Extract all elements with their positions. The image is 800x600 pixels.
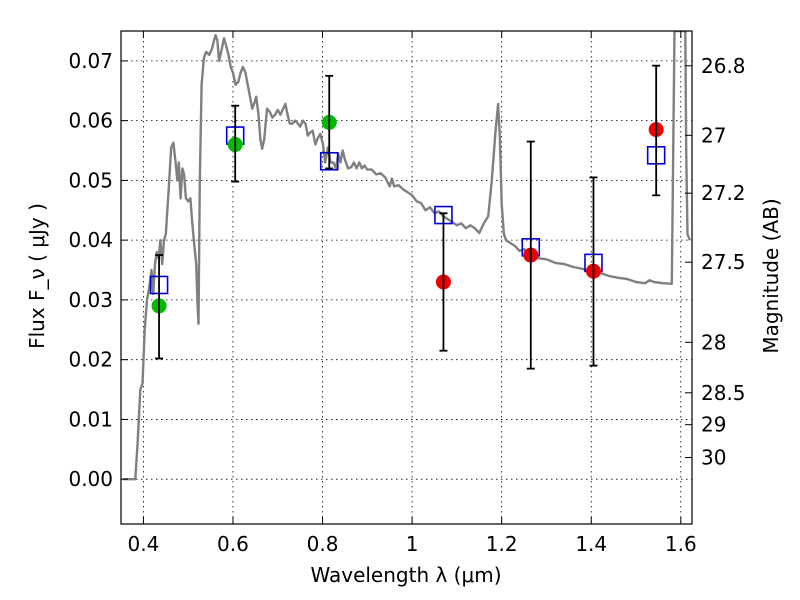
x-tick-label: 0.4 xyxy=(127,532,159,556)
axis-ticks xyxy=(121,31,692,524)
model-spectrum-line xyxy=(123,31,691,481)
y-tick-label: 0.02 xyxy=(68,348,113,372)
x-axis-label: Wavelength λ (μm) xyxy=(310,563,501,587)
plot-area xyxy=(123,31,691,481)
x-tick-label: 1 xyxy=(406,532,419,556)
x-tick-label: 1.4 xyxy=(575,532,607,556)
x-tick-label: 1.2 xyxy=(486,532,518,556)
x-tick-label: 0.8 xyxy=(307,532,339,556)
y-tick-label: 0.04 xyxy=(68,228,113,252)
y2-tick-label: 27.5 xyxy=(701,250,746,274)
tick-labels: 0.4 0.6 0.8 1 1.2 1.4 1.6 0.00 0.01 0.02 0.03 0.04 0… xyxy=(68,49,745,556)
y2-tick-label: 30 xyxy=(701,445,726,469)
y2-tick-label: 28.5 xyxy=(701,381,746,405)
y-tick-label: 0.07 xyxy=(68,49,113,73)
y2-tick-label: 28 xyxy=(701,330,726,354)
y2-tick-label: 27.2 xyxy=(701,181,746,205)
x-tick-label: 1.6 xyxy=(665,532,697,556)
y-axis-label: Flux F_ν ( μJy ) xyxy=(25,203,49,349)
y2-tick-label: 26.8 xyxy=(701,54,746,78)
x-tick-label: 0.6 xyxy=(217,532,249,556)
y-tick-label: 0.00 xyxy=(68,467,113,491)
y-tick-label: 0.05 xyxy=(68,168,113,192)
plot-frame xyxy=(120,30,693,525)
grid-lines xyxy=(121,31,692,524)
y-tick-label: 0.01 xyxy=(68,407,113,431)
y2-axis-label: Magnitude (AB) xyxy=(759,198,783,353)
y-tick-label: 0.03 xyxy=(68,288,113,312)
y2-tick-label: 27 xyxy=(701,123,726,147)
y2-tick-label: 29 xyxy=(701,413,726,437)
y-tick-label: 0.06 xyxy=(68,109,113,133)
